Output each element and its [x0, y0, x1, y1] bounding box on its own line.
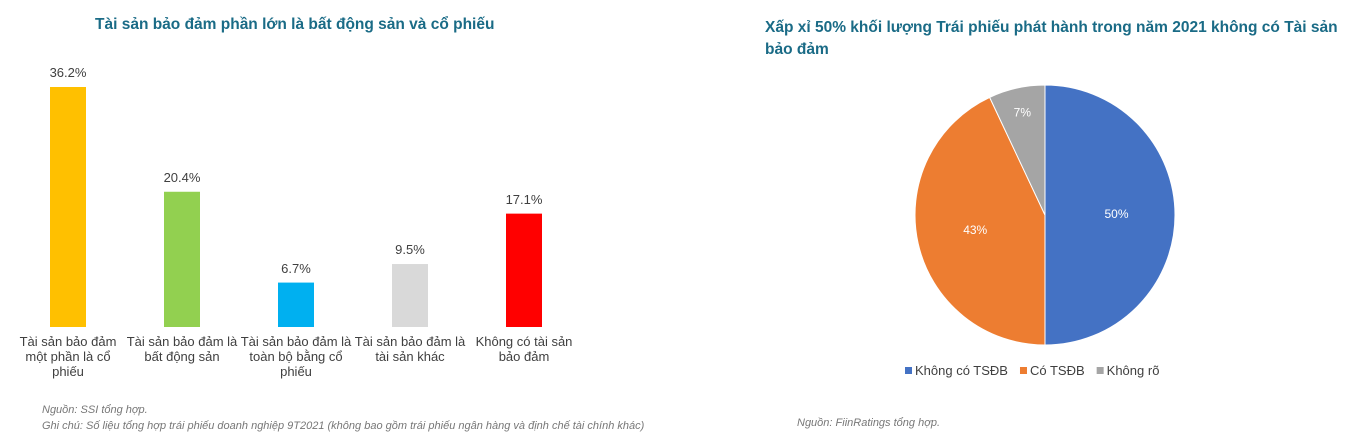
data-label: 6.7% [281, 260, 311, 276]
data-label: 7% [1014, 106, 1032, 120]
legend-swatch [1096, 367, 1104, 374]
x-tick-label: Không có tài sản bảo đảm [475, 334, 573, 364]
source: Nguồn: SSI tổng hợp. [42, 404, 148, 416]
legend-swatch [1019, 367, 1027, 374]
pie-slice [914, 96, 1046, 346]
chart-title: Xấp xỉ 50% khối lượng Trái phiếu phát hà… [765, 19, 1338, 58]
bar [50, 87, 86, 327]
legend-entry: Có TSĐB [1029, 363, 1085, 378]
data-label: 9.5% [395, 242, 425, 258]
x-tick-label: Tài sản bảo đảm một phần là cổ phiếu [19, 334, 117, 379]
data-label: 36.2% [49, 65, 87, 80]
pie-slice [988, 84, 1046, 216]
pie-slice [1044, 84, 1176, 346]
bar [506, 213, 542, 327]
data-label: 20.4% [163, 169, 201, 185]
x-tick-label: Tài sản bảo đảm là bất động sản [126, 334, 238, 364]
data-label: 43% [963, 223, 987, 237]
legend-entry: Không rõ [1106, 363, 1160, 378]
x-tick-label: Tài sản bảo đảm là toàn bộ bằng cổ phiếu [240, 334, 352, 379]
source: Nguồn: FiinRatings tổng hợp. [797, 417, 941, 429]
chart-title: Tài sản bảo đảm phần lớn là bất động sản… [95, 16, 495, 33]
legend-swatch [905, 367, 912, 374]
note: Ghi chú: Số liệu tổng hợp trái phiếu doa… [42, 420, 645, 432]
bar [164, 191, 200, 327]
data-label: 50% [1104, 207, 1128, 221]
legend-entry: Không có TSĐB [915, 363, 1008, 378]
data-label: 17.1% [505, 191, 543, 207]
bar [278, 282, 314, 327]
bar [392, 264, 428, 327]
x-tick-label: Tài sản bảo đảm là tài sản khác [354, 334, 466, 364]
